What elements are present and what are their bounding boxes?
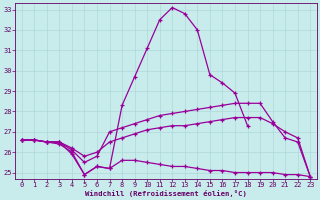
X-axis label: Windchill (Refroidissement éolien,°C): Windchill (Refroidissement éolien,°C) <box>85 190 247 197</box>
